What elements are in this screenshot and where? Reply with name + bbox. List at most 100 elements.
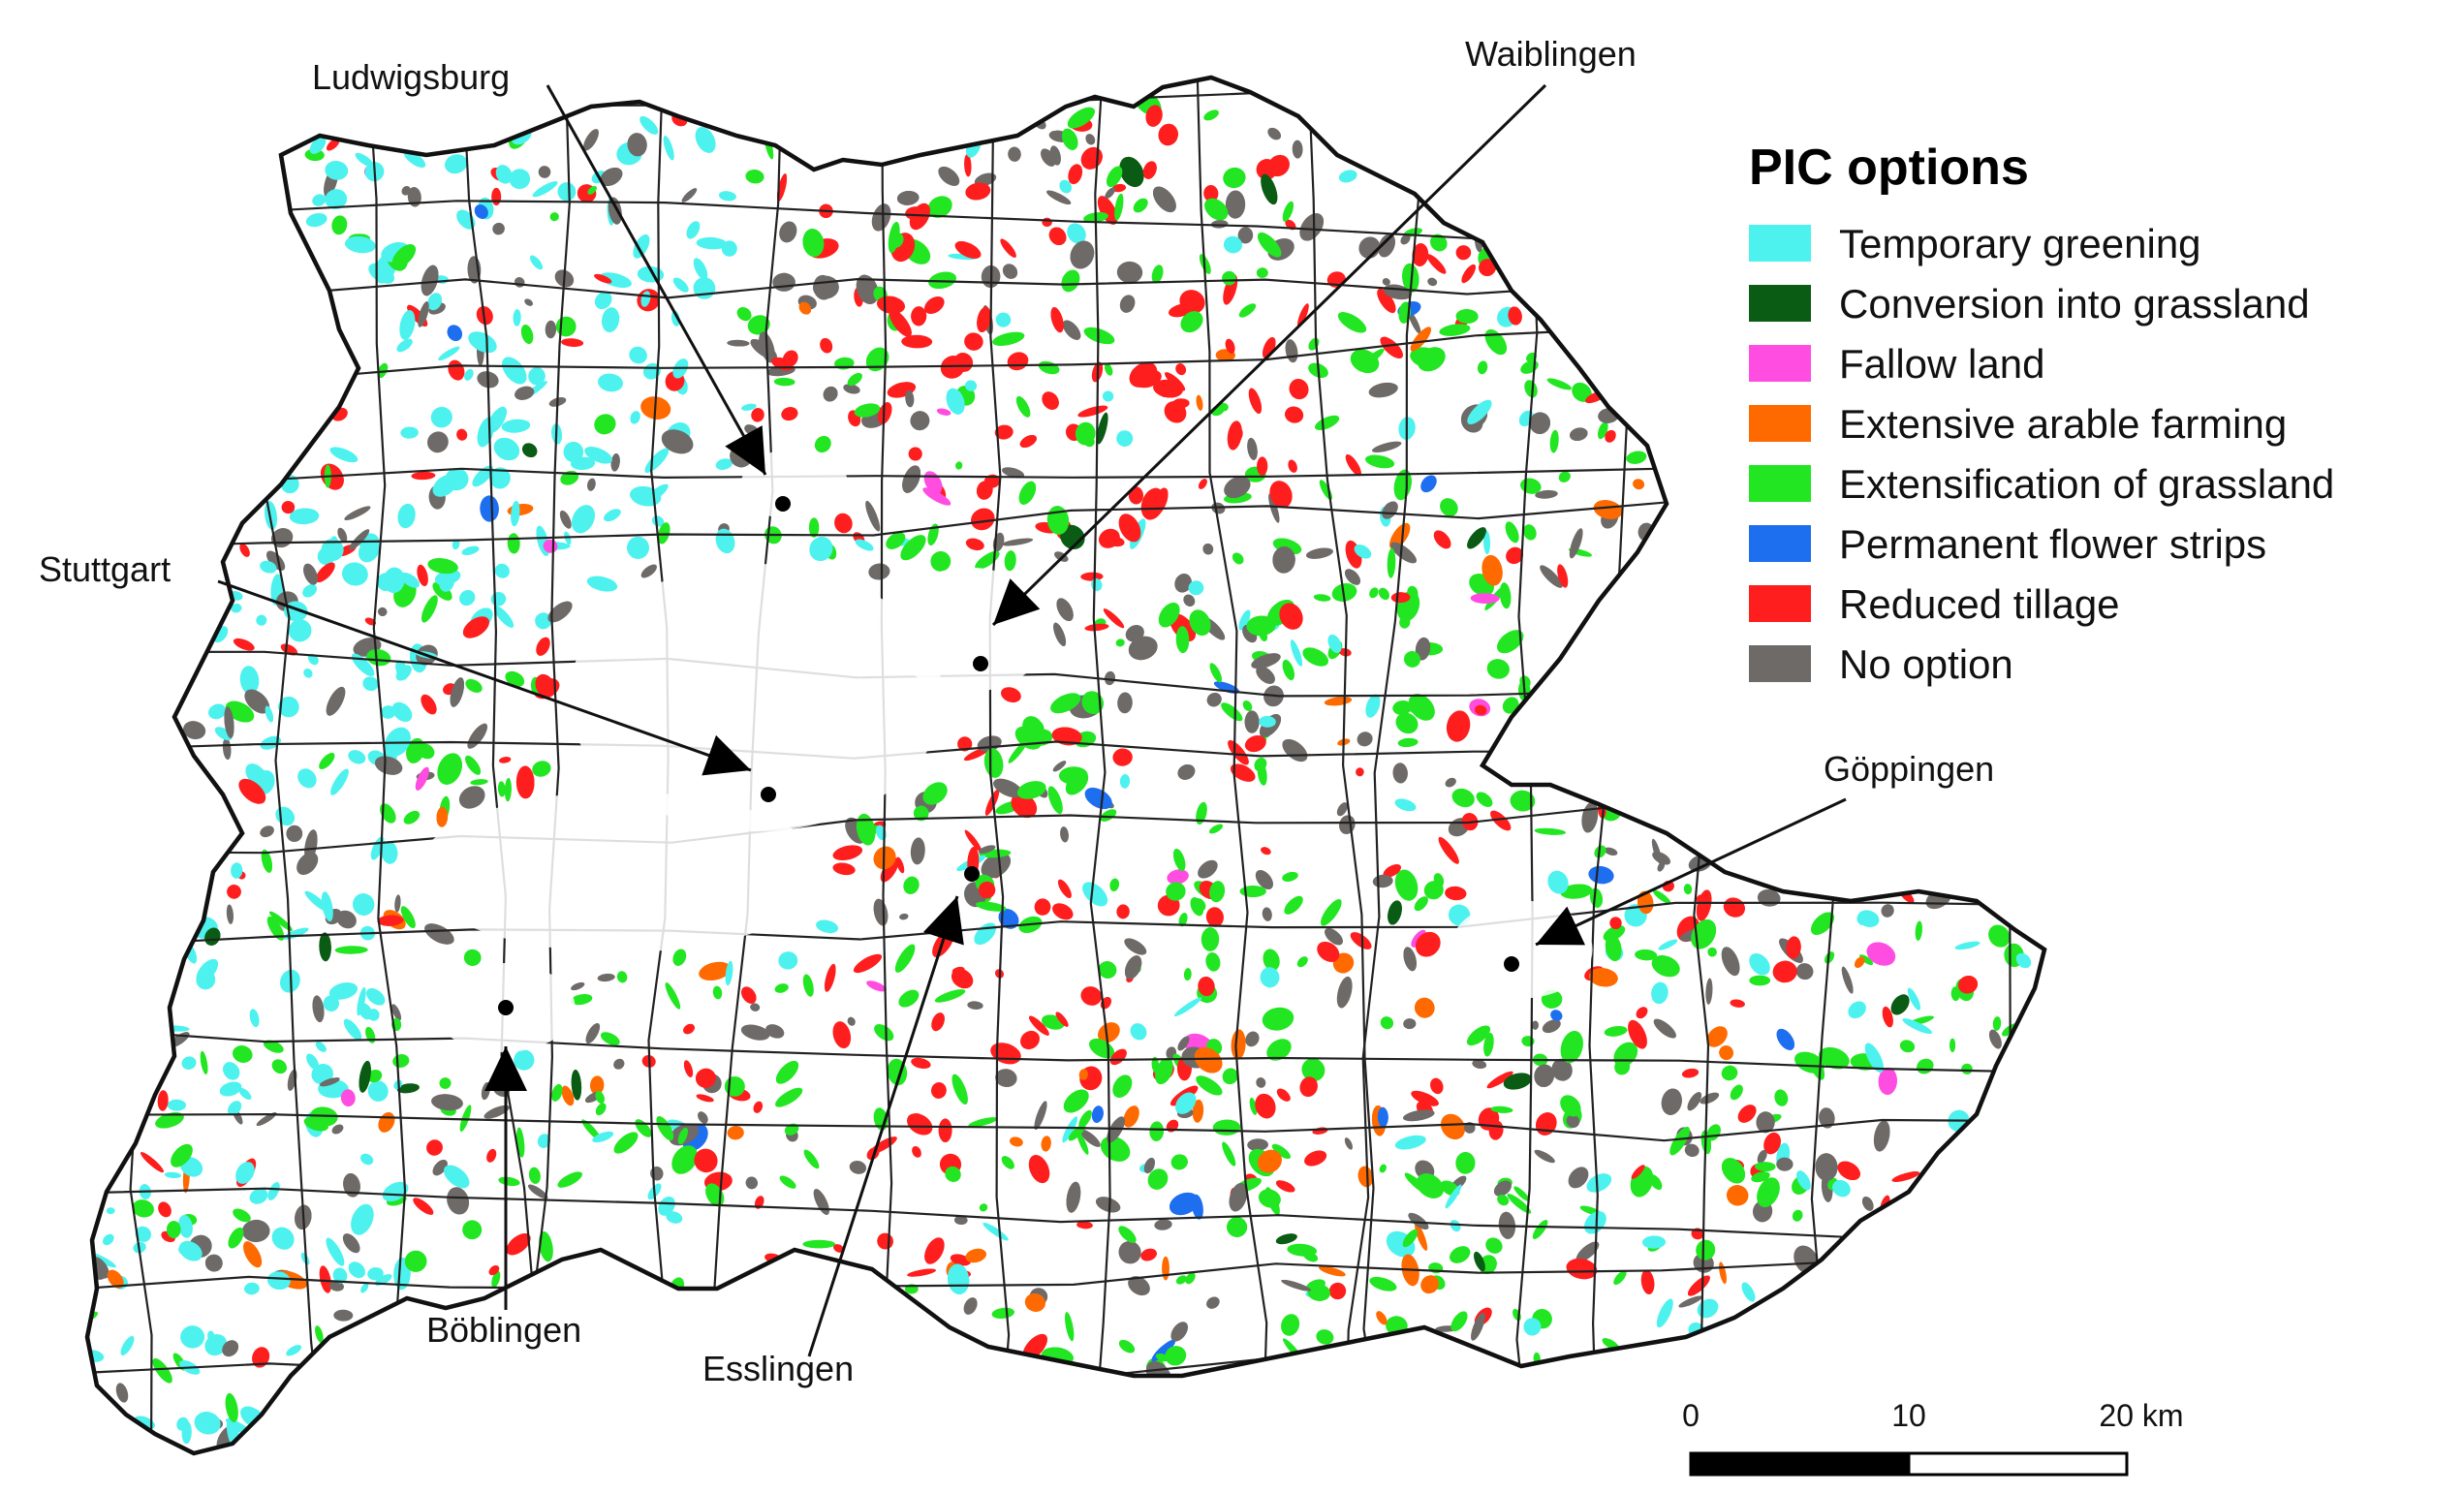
land-patch-179 bbox=[1403, 1018, 1417, 1030]
land-patch-468 bbox=[981, 852, 1012, 879]
land-patch-190 bbox=[235, 1162, 255, 1184]
land-patch-1952 bbox=[501, 419, 531, 433]
land-patch-95 bbox=[494, 563, 510, 578]
land-patch-65 bbox=[527, 1184, 548, 1199]
land-patch-1420 bbox=[1380, 1016, 1394, 1030]
scale-bar-black-segment bbox=[1689, 1451, 1911, 1477]
land-patch-1089 bbox=[715, 458, 733, 470]
land-patch-1568 bbox=[326, 686, 346, 716]
land-patch-241 bbox=[239, 666, 260, 695]
land-patch-388 bbox=[319, 752, 335, 770]
land-patch-1294 bbox=[1001, 467, 1025, 479]
land-patch-124 bbox=[1368, 382, 1398, 398]
land-patch-1316 bbox=[1774, 1089, 1789, 1106]
land-patch-1586 bbox=[1119, 156, 1144, 187]
land-patch-85 bbox=[1683, 884, 1693, 895]
land-patch-253 bbox=[1097, 196, 1118, 225]
land-patch-1167 bbox=[1532, 1220, 1548, 1239]
land-patch-1841 bbox=[983, 748, 1004, 778]
land-patch-1260 bbox=[1314, 415, 1340, 430]
land-patch-176 bbox=[303, 668, 313, 678]
land-patch-1462 bbox=[1203, 185, 1219, 202]
land-patch-236 bbox=[1292, 140, 1303, 159]
land-patch-1475 bbox=[535, 612, 552, 630]
land-patch-344 bbox=[1350, 932, 1372, 949]
land-patch-1474 bbox=[1534, 1149, 1555, 1164]
legend-swatch-5 bbox=[1749, 525, 1811, 562]
land-patch-1723 bbox=[741, 403, 757, 411]
land-patch-2007 bbox=[1450, 1220, 1461, 1232]
land-patch-1690 bbox=[1328, 1282, 1347, 1300]
land-patch-1516 bbox=[968, 1117, 998, 1128]
land-patch-2066 bbox=[1260, 967, 1280, 988]
land-patch-160 bbox=[1446, 710, 1471, 742]
land-patch-1730 bbox=[712, 985, 723, 1000]
land-patch-1989 bbox=[303, 563, 318, 585]
land-patch-1546 bbox=[1513, 1186, 1530, 1201]
land-patch-69 bbox=[696, 1094, 714, 1103]
land-patch-2068 bbox=[249, 1009, 260, 1028]
land-patch-1564 bbox=[343, 1018, 362, 1041]
land-patch-1581 bbox=[608, 197, 622, 225]
land-patch-1289 bbox=[1249, 1097, 1258, 1115]
land-patch-114 bbox=[1178, 912, 1188, 927]
land-patch-1627 bbox=[1206, 692, 1222, 707]
land-patch-2050 bbox=[1083, 327, 1115, 345]
land-patch-1837 bbox=[377, 915, 404, 926]
land-patch-404 bbox=[853, 953, 883, 974]
land-patch-1954 bbox=[1194, 1046, 1223, 1074]
land-patch-2020 bbox=[263, 1040, 284, 1053]
legend-label-0: Temporary greening bbox=[1839, 221, 2201, 266]
land-patch-1877 bbox=[1837, 1161, 1860, 1181]
land-patch-1791 bbox=[1864, 1043, 1884, 1074]
land-patch-1313 bbox=[1080, 986, 1102, 1006]
land-patch-2072 bbox=[911, 306, 927, 327]
land-patch-2074 bbox=[1635, 949, 1657, 961]
land-patch-1352 bbox=[1499, 582, 1512, 609]
city-dot-0 bbox=[775, 496, 791, 512]
land-patch-1224 bbox=[329, 447, 359, 463]
scale-bar: 0 10 20 km bbox=[1682, 1398, 2184, 1477]
land-patch-1480 bbox=[424, 923, 454, 945]
land-patch-203 bbox=[832, 1021, 852, 1049]
land-patch-1467 bbox=[639, 115, 659, 135]
land-patch-1591 bbox=[432, 1159, 448, 1176]
scale-tick-0: 0 bbox=[1682, 1398, 1700, 1433]
land-patch-333 bbox=[524, 298, 533, 306]
land-patch-1484 bbox=[1508, 306, 1522, 326]
land-patch-1702 bbox=[223, 1062, 240, 1080]
land-patch-2021 bbox=[1095, 1197, 1121, 1213]
land-patch-1425 bbox=[911, 1057, 931, 1069]
land-patch-413 bbox=[1248, 388, 1263, 415]
land-patch-202 bbox=[1569, 528, 1583, 559]
land-patch-1916 bbox=[1899, 1040, 1916, 1053]
land-patch-255 bbox=[671, 310, 680, 327]
land-patch-1824 bbox=[157, 1090, 169, 1111]
land-patch-1672 bbox=[1256, 666, 1275, 684]
land-patch-338 bbox=[1408, 310, 1421, 334]
land-patch-1750 bbox=[438, 346, 460, 360]
land-patch-339 bbox=[421, 595, 438, 623]
land-patch-334 bbox=[1414, 997, 1435, 1018]
land-patch-1513 bbox=[463, 949, 482, 966]
land-patch-1603 bbox=[1206, 1296, 1220, 1309]
land-patch-1389 bbox=[360, 1283, 369, 1293]
land-patch-151 bbox=[520, 324, 534, 345]
land-patch-1530 bbox=[1593, 500, 1623, 519]
land-patch-34 bbox=[1225, 190, 1246, 219]
land-patch-174 bbox=[1440, 1113, 1466, 1140]
land-patch-1332 bbox=[323, 995, 340, 1012]
land-patch-265 bbox=[814, 435, 831, 453]
land-patch-1600 bbox=[1290, 639, 1303, 667]
land-patch-1180 bbox=[1681, 1068, 1700, 1078]
land-patch-82 bbox=[135, 1226, 152, 1242]
land-patch-1384 bbox=[1878, 1067, 1898, 1096]
land-patch-306 bbox=[256, 614, 267, 626]
land-patch-1150 bbox=[832, 845, 863, 861]
land-patch-1187 bbox=[233, 1208, 251, 1223]
land-patch-1643 bbox=[1382, 501, 1398, 519]
pointer-arrowhead-1 bbox=[993, 578, 1041, 625]
land-patch-1404 bbox=[1118, 514, 1141, 543]
land-patch-1648 bbox=[1529, 412, 1551, 434]
land-patch-246 bbox=[816, 919, 839, 934]
